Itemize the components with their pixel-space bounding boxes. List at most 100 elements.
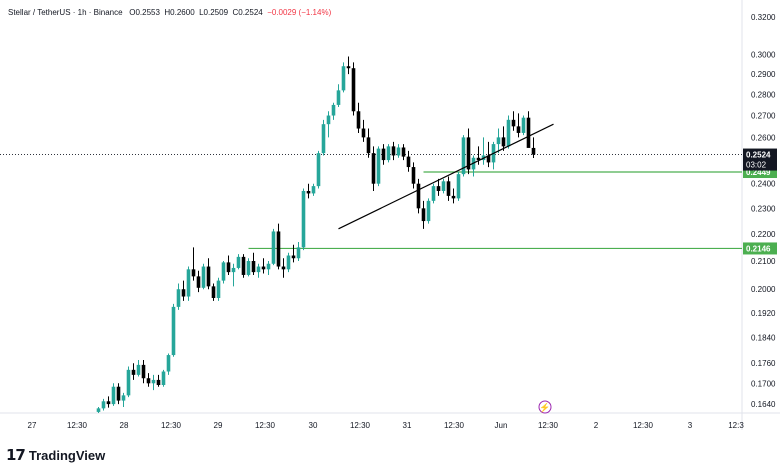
candle-body: [401, 147, 406, 157]
x-tick-label: 12:30: [633, 421, 654, 430]
y-tick-label: 0.2600: [751, 133, 776, 142]
candle-body: [196, 276, 201, 288]
x-tick-label: 12:30: [350, 421, 371, 430]
candle-body: [426, 200, 431, 222]
candle-body: [141, 364, 146, 379]
candle-body: [266, 263, 271, 270]
candle-body: [261, 266, 266, 270]
x-tick-label: Jun: [495, 421, 508, 430]
high-value: H0.2600: [164, 8, 195, 17]
candle-body: [336, 90, 341, 105]
candle-body: [416, 183, 421, 209]
candle-body: [221, 262, 226, 281]
level-price-label: 0.2146: [746, 244, 771, 253]
candle-body: [251, 260, 256, 273]
candle-body: [371, 153, 376, 184]
y-tick-label: 0.1840: [751, 334, 776, 343]
candle-body: [96, 408, 101, 412]
candle-body: [111, 386, 116, 405]
y-tick-label: 0.2000: [751, 285, 776, 294]
candle-body: [526, 117, 531, 148]
candle-body: [411, 167, 416, 184]
y-tick-label: 0.2100: [751, 257, 776, 266]
candle-body: [496, 137, 501, 145]
y-tick-label: 0.2700: [751, 112, 776, 121]
candle-body: [301, 190, 306, 248]
candle-body: [181, 289, 186, 297]
x-tick-label: 3: [688, 421, 693, 430]
candle-body: [521, 117, 526, 133]
candle-body: [271, 231, 276, 264]
y-tick-label: 0.2200: [751, 230, 776, 239]
candle-body: [501, 137, 506, 147]
candle-body: [236, 256, 241, 268]
candle-body: [206, 266, 211, 287]
candle-body: [406, 156, 411, 168]
candle-body: [126, 369, 131, 396]
candle-body: [486, 155, 491, 163]
candle-body: [186, 269, 191, 297]
chart-header: Stellar / TetherUS · 1h · Binance O0.255…: [8, 8, 331, 17]
candle-body: [231, 267, 236, 273]
candle-body: [136, 364, 141, 375]
y-tick-label: 0.1700: [751, 379, 776, 388]
candle-body: [121, 395, 126, 401]
candle-body: [316, 153, 321, 187]
candle-body: [116, 386, 121, 401]
x-tick-label: 31: [403, 421, 412, 430]
candle-body: [461, 137, 466, 175]
x-tick-label: 12:30: [255, 421, 276, 430]
candle-body: [156, 379, 161, 386]
candle-body: [531, 147, 536, 155]
countdown-label: 03:02: [746, 161, 767, 170]
x-tick-label: 12:3: [728, 421, 744, 430]
candle-body: [211, 286, 216, 298]
y-tick-label: 0.3200: [751, 13, 776, 22]
candle-body: [476, 157, 481, 161]
candle-body: [376, 148, 381, 184]
last-price-label: 0.2524: [746, 151, 771, 160]
y-tick-label: 0.1920: [751, 309, 776, 318]
candle-body: [506, 119, 511, 147]
close-value: C0.2524: [232, 8, 263, 17]
candle-body: [226, 262, 231, 273]
x-tick-label: 30: [309, 421, 318, 430]
candle-body: [451, 195, 456, 199]
candle-body: [341, 66, 346, 91]
candle-body: [161, 371, 166, 386]
candle-body: [326, 115, 331, 125]
y-tick-label: 0.1640: [751, 400, 776, 409]
candle-body: [131, 369, 136, 375]
x-tick-label: 28: [120, 421, 129, 430]
candle-body: [391, 146, 396, 156]
candle-body: [466, 137, 471, 170]
candle-body: [436, 186, 441, 191]
y-tick-label: 0.3000: [751, 51, 776, 60]
candle-body: [296, 247, 301, 259]
candle-body: [366, 137, 371, 154]
candle-body: [311, 186, 316, 194]
symbol-label: Stellar / TetherUS · 1h · Binance: [8, 8, 123, 17]
brand-name: TradingView: [28, 447, 106, 463]
level-price-badge: [743, 242, 777, 255]
y-tick-label: 0.2900: [751, 70, 776, 79]
candle-body: [431, 186, 436, 201]
candle-body: [241, 256, 246, 275]
candle-body: [396, 147, 401, 156]
low-value: L0.2509: [199, 8, 229, 17]
x-tick-label: 27: [28, 421, 37, 430]
candle-body: [306, 190, 311, 194]
x-tick-label: 29: [214, 421, 223, 430]
last-price-badge: [743, 148, 777, 171]
x-tick-label: 2: [594, 421, 599, 430]
footer-brand: 17 TradingView: [6, 446, 105, 464]
candle-body: [321, 124, 326, 154]
candle-body: [216, 280, 221, 298]
candle-body: [331, 104, 336, 116]
open-value: O0.2553: [129, 8, 160, 17]
candle-body: [246, 260, 251, 275]
lightning-icon: [538, 400, 552, 414]
candle-body: [356, 111, 361, 129]
y-tick-label: 0.2800: [751, 90, 776, 99]
